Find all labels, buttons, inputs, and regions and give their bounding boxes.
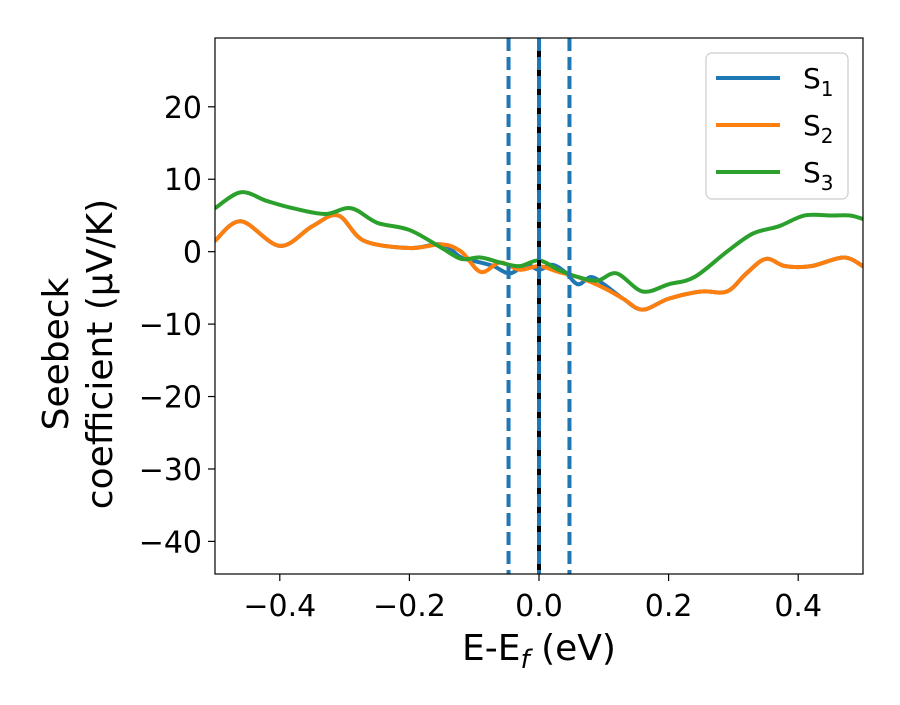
y-tick-label: −40 [139, 525, 202, 560]
legend-label-s2: S2 [803, 109, 834, 148]
y-tick-label: −10 [139, 308, 202, 343]
axes: −0.4 −0.2 0.0 0.2 0.4 −40 −30 −20 −10 0 10 20 [139, 37, 864, 624]
plot-clip-group [215, 38, 863, 574]
axis-titles: E-Ef (eV) Seebeckcoefficient (μV/K) [36, 199, 616, 675]
y-tick-label: −20 [139, 381, 202, 416]
x-tick-label: −0.4 [243, 589, 316, 624]
y-tick-label: 20 [164, 91, 202, 126]
x-tick-label: 0.0 [515, 589, 563, 624]
y-axis-title: Seebeckcoefficient (μV/K) [36, 199, 121, 509]
x-tick-label: −0.2 [373, 589, 446, 624]
y-tick-label: 10 [164, 163, 202, 198]
x-axis-title: E-Ef (eV) [462, 628, 616, 675]
x-tick-label: 0.2 [645, 589, 693, 624]
y-tick-label: −30 [139, 453, 202, 488]
series-line-s3 [215, 190, 863, 294]
y-tick-label: 0 [183, 236, 202, 271]
plot-area [215, 38, 863, 574]
x-tick-label: 0.4 [774, 589, 822, 624]
series-line-s2 [215, 213, 863, 312]
